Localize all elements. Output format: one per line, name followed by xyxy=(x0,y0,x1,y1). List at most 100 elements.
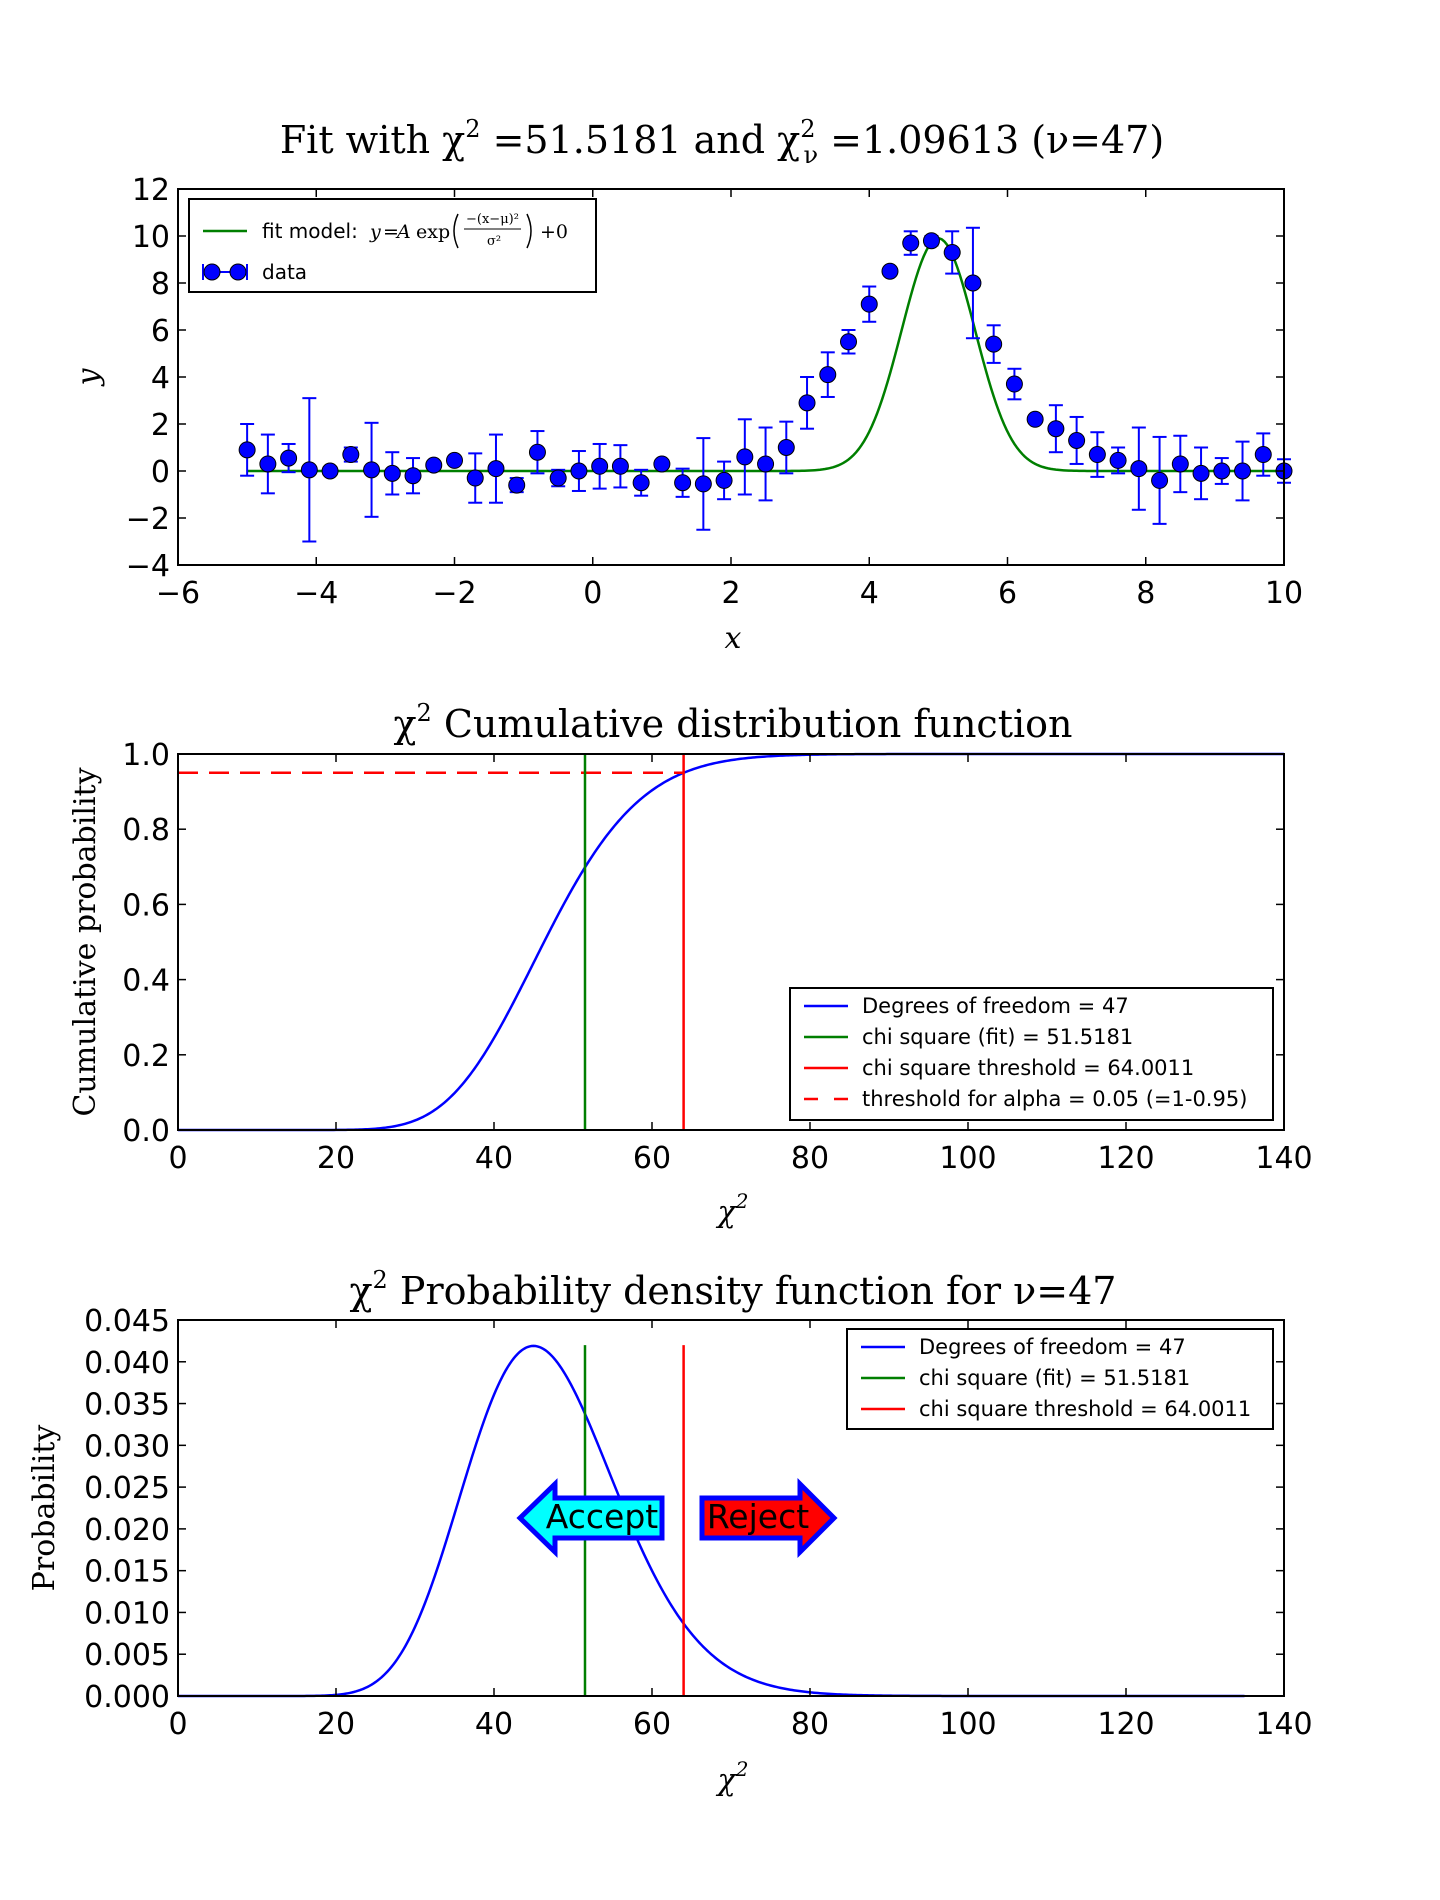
data-point xyxy=(653,455,671,473)
cdf-plot: χ2 Cumulative distribution function 0 20 4… xyxy=(68,699,1313,1230)
fit-ytick-label: 6 xyxy=(151,314,170,349)
pdf-title-rest: Probability density function for ν=47 xyxy=(388,1269,1117,1313)
fit-y-axis-label: y xyxy=(71,367,106,387)
pdf-ytick-label: 0.015 xyxy=(84,1555,170,1590)
formula-exp: exp xyxy=(416,221,450,243)
data-point xyxy=(1234,462,1252,480)
pdf-ytick-label: 0.040 xyxy=(84,1346,170,1381)
pdf-legend: Degrees of freedom = 47 chi square (fit)… xyxy=(846,1328,1274,1430)
cdf-ytick-label: 0.8 xyxy=(122,813,170,848)
fit-title-mid: =51.5181 and χ xyxy=(481,118,801,162)
data-point xyxy=(446,451,463,469)
data-point xyxy=(798,394,816,412)
data-point xyxy=(528,443,546,461)
data-point xyxy=(943,243,961,261)
cdf-xtick-label: 100 xyxy=(939,1141,996,1176)
pdf-title-chi: χ xyxy=(350,1269,373,1313)
data-point xyxy=(1088,446,1106,464)
pdf-xlabel-chi: χ xyxy=(716,1763,738,1798)
fit-title-sup2: 2 xyxy=(800,115,815,143)
fit-title-prefix: Fit with χ xyxy=(280,118,465,162)
data-point xyxy=(757,455,775,473)
fit-x-axis-label: x xyxy=(725,621,742,656)
accept-arrow-shape xyxy=(516,1478,665,1558)
formula-A: A xyxy=(395,221,411,243)
pdf-y-ticks: 0.000 0.005 0.010 0.015 0.020 0.025 0.030 0.035… xyxy=(84,1304,1284,1715)
fit-xtick-label: 4 xyxy=(860,576,879,611)
fit-ytick-label: −4 xyxy=(126,549,170,584)
data-point xyxy=(425,456,443,474)
cdf-xtick-label: 120 xyxy=(1097,1141,1154,1176)
data-point xyxy=(1026,410,1044,428)
data-point xyxy=(1192,464,1210,482)
fit-legend-label: fit model: xyxy=(262,219,358,243)
cdf-xtick-label: 140 xyxy=(1255,1141,1312,1176)
data-legend-label: data xyxy=(262,260,307,284)
data-point xyxy=(1213,462,1231,480)
data-point xyxy=(922,232,940,250)
pdf-xtick-label: 20 xyxy=(317,1707,355,1742)
pdf-ytick-label: 0.005 xyxy=(84,1638,170,1673)
pdf-legend-dof: Degrees of freedom = 47 xyxy=(919,1335,1186,1359)
fit-legend: fit model: y = A exp −(x−μ)² σ² +0 data xyxy=(188,198,597,293)
pdf-title-sup: 2 xyxy=(373,1266,388,1294)
data-point xyxy=(1130,460,1148,478)
pdf-legend-threshold: chi square threshold = 64.0011 xyxy=(919,1397,1251,1421)
fit-ytick-label: 8 xyxy=(151,267,170,302)
data-point xyxy=(632,474,650,492)
data-point xyxy=(591,457,609,475)
cdf-plot-frame xyxy=(177,753,1285,1131)
pdf-x-axis-label: χ2 xyxy=(716,1757,749,1798)
reject-arrow-shape xyxy=(699,1477,838,1559)
fit-xtick-label: 8 xyxy=(1136,576,1155,611)
formula-left-paren xyxy=(453,213,459,249)
cdf-xtick-label: 80 xyxy=(791,1141,829,1176)
data-point xyxy=(570,462,588,480)
fit-title-sup: 2 xyxy=(465,115,480,143)
pdf-ytick-label: 0.035 xyxy=(84,1388,170,1423)
fit-xtick-label: 2 xyxy=(721,576,740,611)
data-point xyxy=(300,461,318,479)
data-point xyxy=(1109,451,1127,469)
data-point xyxy=(404,467,422,485)
cdf-ytick-label: 0.0 xyxy=(122,1114,170,1149)
cdf-legend-alpha: threshold for alpha = 0.05 (=1-0.95) xyxy=(862,1087,1247,1111)
reject-arrow: Reject xyxy=(699,1477,838,1559)
pdf-plot-title: χ2 Probability density function for ν=47 xyxy=(350,1266,1117,1313)
data-legend-marker-1 xyxy=(203,263,221,281)
data-point xyxy=(280,449,298,467)
data-point xyxy=(549,469,567,487)
pdf-xlabel-sup: 2 xyxy=(735,1757,749,1781)
pdf-y-axis-label: Probability xyxy=(27,1425,62,1592)
data-point xyxy=(1047,420,1065,438)
fit-xtick-label: −2 xyxy=(432,576,476,611)
pdf-xtick-label: 60 xyxy=(633,1707,671,1742)
pdf-xtick-label: 80 xyxy=(791,1707,829,1742)
formula-right-paren xyxy=(526,213,532,249)
cdf-x-ticks: 0 20 40 60 80 100 120 140 xyxy=(168,754,1313,1176)
pdf-ytick-label: 0.000 xyxy=(84,1680,170,1715)
data-point xyxy=(238,441,256,459)
cdf-plot-title: χ2 Cumulative distribution function xyxy=(393,699,1072,746)
pdf-x-ticks: 0 20 40 60 80 100 120 140 xyxy=(168,1320,1313,1742)
cdf-xlabel-sup: 2 xyxy=(735,1189,749,1213)
cdf-legend-threshold: chi square threshold = 64.0011 xyxy=(862,1056,1194,1080)
cdf-xtick-label: 60 xyxy=(633,1141,671,1176)
data-point xyxy=(1254,446,1272,464)
cdf-xtick-label: 0 xyxy=(168,1141,187,1176)
fit-xtick-label: −4 xyxy=(294,576,338,611)
data-point xyxy=(1005,375,1023,393)
reject-label: Reject xyxy=(707,1497,809,1536)
fit-y-ticks: −4 −2 0 2 4 6 8 10 12 xyxy=(126,173,1284,584)
formula-numerator: −(x−μ)² xyxy=(466,212,519,227)
formula-lhs: y xyxy=(369,221,381,243)
cdf-ytick-label: 0.4 xyxy=(122,964,170,999)
pdf-xtick-label: 140 xyxy=(1255,1707,1312,1742)
data-point xyxy=(508,476,526,494)
fit-legend-formula: y = A exp −(x−μ)² σ² +0 xyxy=(369,212,568,249)
data-point xyxy=(777,439,795,456)
formula-eq: = xyxy=(383,221,399,243)
pdf-xtick-label: 0 xyxy=(168,1707,187,1742)
data-point xyxy=(964,274,982,292)
fit-xtick-label: 10 xyxy=(1265,576,1303,611)
